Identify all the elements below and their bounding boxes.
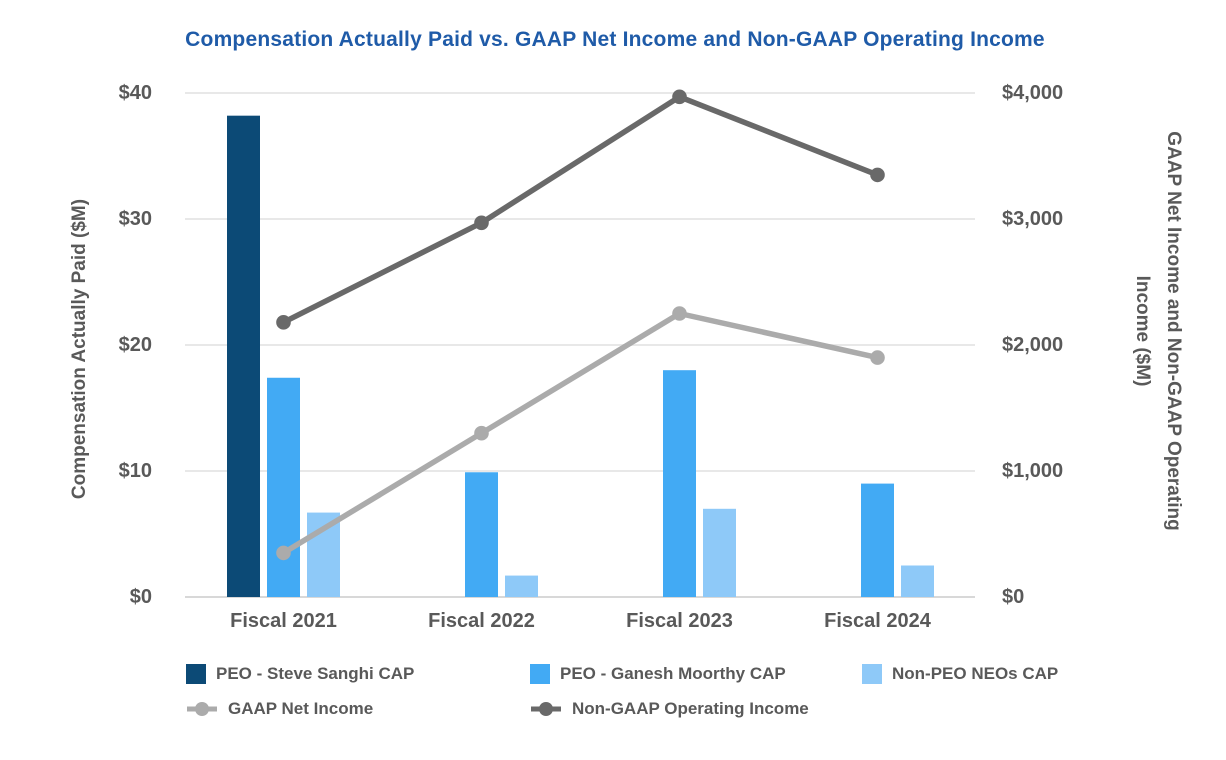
legend-item-gaap-net-income: GAAP Net Income [186,697,373,721]
bar-peo-ganesh-moorthy-cap [465,472,498,597]
right-axis-tick-label: $4,000 [1002,82,1064,104]
plot-area [185,89,975,598]
bar-peo-ganesh-moorthy-cap [861,483,894,597]
bar-peo-steve-sanghi-cap [227,115,260,598]
marker-gaap-net-income [870,350,885,365]
legend-label: PEO - Steve Sanghi CAP [216,664,415,683]
chart-title: Compensation Actually Paid vs. GAAP Net … [185,28,1045,51]
legend-item-peo-steve-sanghi-cap: PEO - Steve Sanghi CAP [186,662,414,686]
legend-line-marker-icon [531,702,561,716]
line-non-gaap-operating-income [280,94,881,326]
right-axis-title-line1: GAAP Net Income and Non-GAAP Operating [1163,131,1184,531]
bar-non-peo-neos-cap [307,512,340,597]
legend-swatch-icon [530,664,550,684]
left-axis-tick-label: $30 [118,208,152,230]
bar-peo-ganesh-moorthy-cap [663,370,696,597]
legend-item-peo-ganesh-moorthy-cap: PEO - Ganesh Moorthy CAP [530,662,786,686]
line-gaap-net-income [280,310,881,556]
legend-item-non-gaap-operating-income: Non-GAAP Operating Income [530,697,809,721]
marker-non-gaap-operating-income [870,167,885,183]
x-axis-label-fiscal-2022: Fiscal 2022 [428,610,535,632]
marker-gaap-net-income [474,425,489,441]
right-axis-tick-label: $3,000 [1002,208,1064,230]
marker-gaap-net-income [672,306,687,321]
marker-non-gaap-operating-income [276,315,291,330]
legend-label: Non-GAAP Operating Income [572,699,809,718]
legend-swatch-icon [186,664,206,684]
bar-non-peo-neos-cap [901,565,934,597]
right-axis-tick-label: $0 [1002,586,1025,608]
x-axis-label-fiscal-2021: Fiscal 2021 [230,610,337,632]
left-axis-tick-label: $10 [118,460,152,482]
left-axis-tick-label: $20 [118,334,152,356]
legend-label: GAAP Net Income [228,699,374,718]
bar-non-peo-neos-cap [505,575,538,597]
bar-peo-ganesh-moorthy-cap [267,377,300,597]
left-axis-tick-label: $40 [118,82,152,104]
left-axis-tick-label: $0 [129,586,152,608]
marker-gaap-net-income [276,545,291,561]
bar-non-peo-neos-cap [703,508,736,597]
right-axis-title: GAAP Net Income and Non-GAAP Operating I… [1127,61,1189,601]
x-axis-label-fiscal-2023: Fiscal 2023 [626,610,733,632]
x-axis-label-fiscal-2024: Fiscal 2024 [824,610,931,632]
legend-item-non-peo-neos-cap: Non-PEO NEOs CAP [862,662,1058,686]
legend-swatch-icon [862,664,882,684]
right-axis-tick-label: $1,000 [1002,460,1064,482]
legend-label: PEO - Ganesh Moorthy CAP [560,664,786,683]
legend-label: Non-PEO NEOs CAP [892,664,1059,683]
marker-non-gaap-operating-income [474,215,489,231]
right-axis-title-line2: Income ($M) [1132,275,1153,387]
right-axis-tick-label: $2,000 [1002,334,1064,356]
legend-line-marker-icon [187,702,217,716]
marker-non-gaap-operating-income [672,89,687,105]
